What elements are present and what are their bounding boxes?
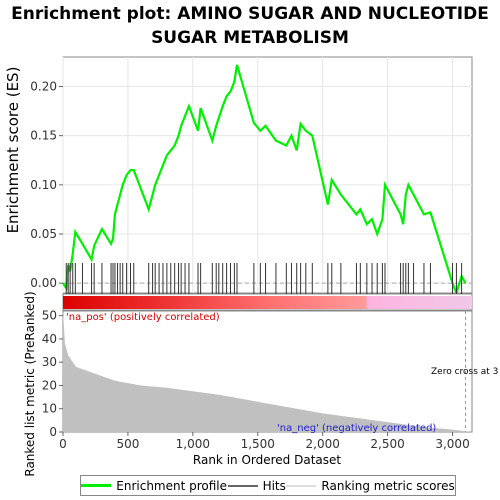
legend-item-metric: Ranking metric scores bbox=[286, 478, 455, 493]
es-ytick-label: 0.15 bbox=[30, 129, 57, 143]
x-axis-label: Rank in Ordered Dataset bbox=[193, 453, 341, 467]
x-tick-label: 3,000 bbox=[435, 437, 469, 451]
metric-ytick-label: 0 bbox=[49, 425, 57, 439]
es-ytick-label: 0.05 bbox=[30, 227, 57, 241]
chart-title: Enrichment plot: AMINO SUGAR AND NUCLEOT… bbox=[0, 2, 500, 50]
metric-ytick-label: 20 bbox=[42, 378, 57, 392]
x-axis-ticks: 0 500 1,000 1,500 2,000 2,500 3,000 bbox=[59, 432, 470, 451]
x-tick-label: 500 bbox=[116, 437, 139, 451]
es-gridlines bbox=[62, 57, 472, 293]
legend-line-gray bbox=[227, 484, 258, 487]
enrichment-profile-line bbox=[62, 64, 467, 297]
legend-line-light bbox=[286, 484, 317, 487]
legend: Enrichment profile Hits Ranking metric s… bbox=[80, 475, 456, 496]
legend-label-metric: Ranking metric scores bbox=[321, 478, 455, 493]
es-ytick-label: 0.10 bbox=[30, 178, 57, 192]
legend-label-hits: Hits bbox=[262, 478, 286, 493]
legend-item-hits: Hits bbox=[227, 478, 286, 493]
es-panel-frame bbox=[62, 56, 473, 294]
metric-y-axis-label: Ranked list metric (PreRanked) bbox=[23, 291, 37, 476]
chart-title-line1: Enrichment plot: AMINO SUGAR AND NUCLEOT… bbox=[11, 4, 489, 24]
x-tick-label: 1,000 bbox=[176, 437, 210, 451]
x-tick-label: 0 bbox=[59, 437, 67, 451]
hits-ticks bbox=[65, 263, 463, 294]
metric-ytick-label: 10 bbox=[42, 402, 57, 416]
ranking-metric-area bbox=[63, 311, 472, 432]
positive-correlation-label: 'na_pos' (positively correlated) bbox=[66, 312, 220, 323]
es-y-axis-label: Enrichment score (ES) bbox=[4, 67, 22, 234]
negative-correlation-label: 'na_neg' (negatively correlated) bbox=[277, 423, 436, 434]
es-y-ticks: 0.00 0.05 0.10 0.15 0.20 bbox=[30, 80, 63, 290]
x-tick-label: 2,000 bbox=[306, 437, 340, 451]
x-tick-label: 2,500 bbox=[370, 437, 404, 451]
zero-cross-label: Zero cross at 3 bbox=[431, 367, 498, 377]
metric-ytick-label: 50 bbox=[42, 309, 57, 323]
legend-label-enrichment: Enrichment profile bbox=[116, 478, 228, 493]
legend-line-green bbox=[81, 484, 112, 487]
metric-ytick-label: 40 bbox=[42, 332, 57, 346]
metric-ytick-label: 30 bbox=[42, 355, 57, 369]
chart-title-line2: SUGAR METABOLISM bbox=[151, 28, 349, 48]
x-tick-label: 1,500 bbox=[241, 437, 275, 451]
metric-y-ticks: 0 10 20 30 40 50 bbox=[42, 309, 63, 439]
ranking-heatmap-bar bbox=[63, 296, 472, 309]
es-ytick-label: 0.20 bbox=[30, 80, 57, 94]
legend-item-enrichment: Enrichment profile bbox=[81, 479, 227, 493]
es-ytick-label: 0.00 bbox=[30, 276, 57, 290]
